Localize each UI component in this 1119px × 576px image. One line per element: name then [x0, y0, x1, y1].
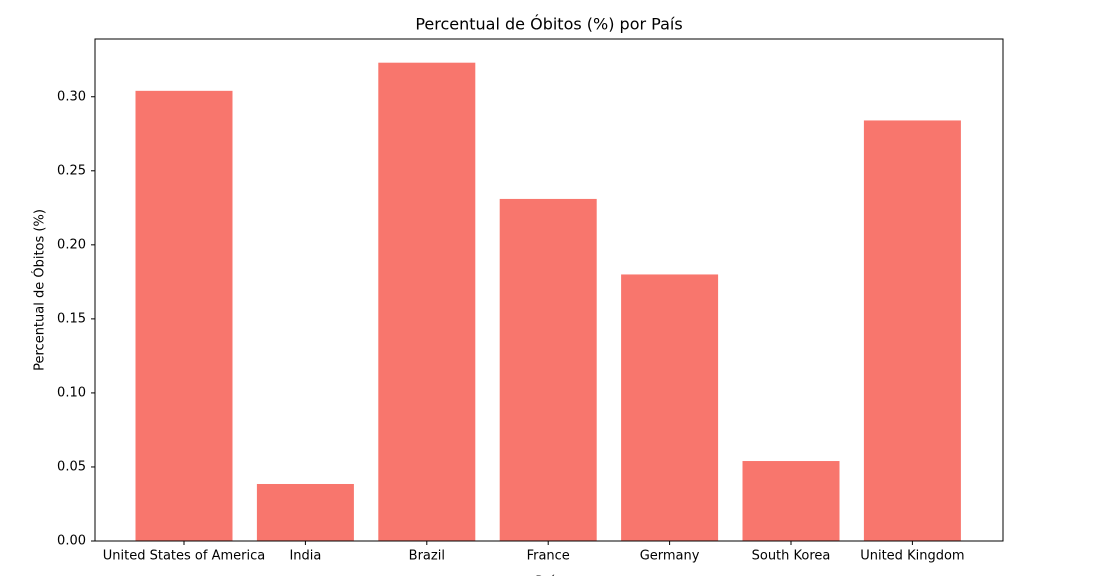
bar [256, 483, 354, 541]
y-tick-label: 0.15 [57, 311, 86, 326]
x-tick-label: Brazil [409, 549, 445, 564]
x-tick-label: South Korea [752, 549, 831, 564]
bar [499, 198, 597, 541]
x-tick-label: United Kingdom [860, 549, 964, 564]
bar [863, 120, 961, 541]
y-tick-label: 0.25 [57, 163, 86, 178]
x-tick-label: United States of America [103, 549, 265, 564]
x-tick-label: India [289, 549, 321, 564]
chart-title: Percentual de Óbitos (%) por País [415, 15, 682, 34]
x-axis-label: País [535, 575, 561, 576]
y-tick-label: 0.00 [57, 534, 86, 549]
bar [742, 461, 840, 541]
y-tick-label: 0.30 [57, 89, 86, 104]
bar [621, 274, 719, 541]
bar [378, 62, 476, 542]
plot-frame [94, 38, 1004, 542]
bar [135, 90, 233, 541]
x-tick-label: France [527, 549, 570, 564]
y-tick-label: 0.20 [57, 237, 86, 252]
x-tick-label: Germany [640, 549, 700, 564]
y-axis-label: Percentual de Óbitos (%) [32, 209, 48, 371]
y-tick-label: 0.10 [57, 385, 86, 400]
y-tick-label: 0.05 [57, 459, 86, 474]
